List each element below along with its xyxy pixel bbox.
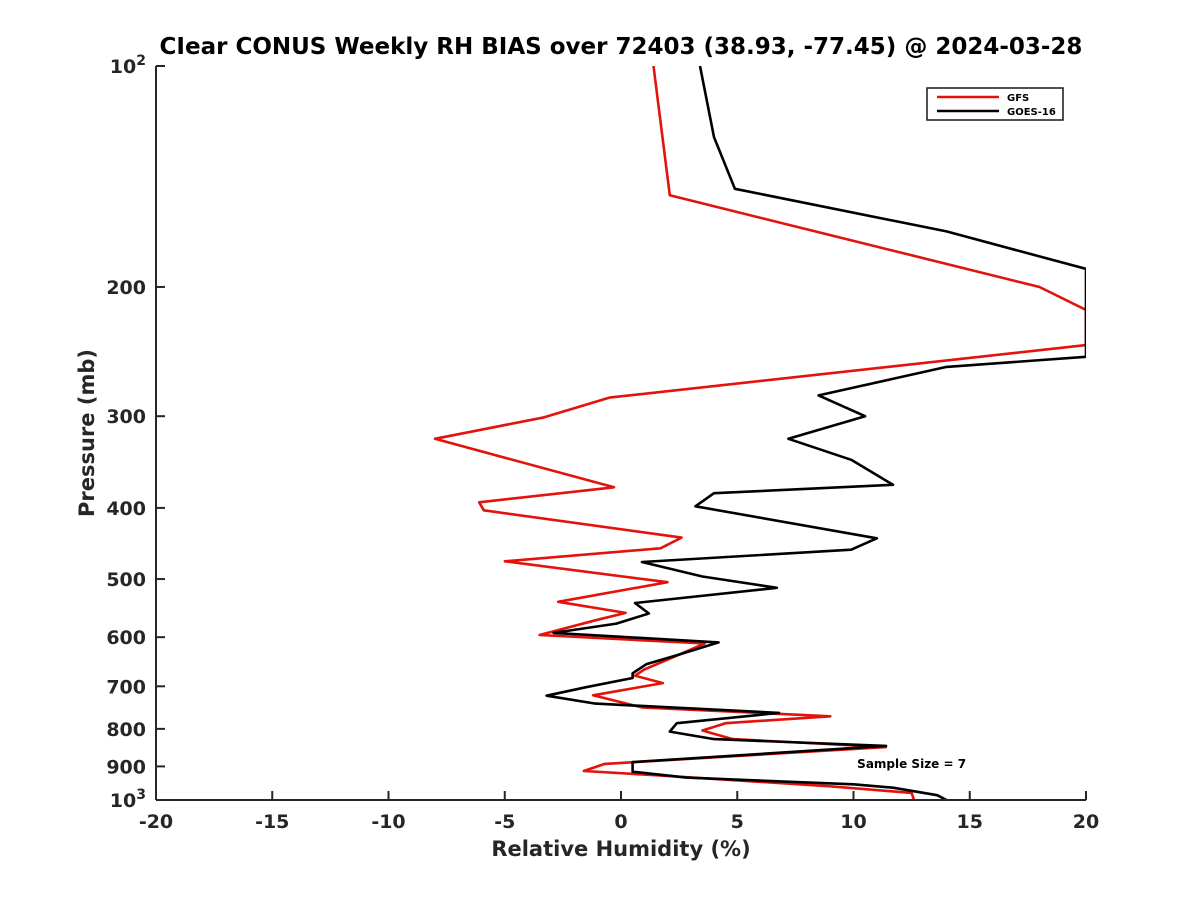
x-tick-label: 15 <box>957 811 983 833</box>
y-tick-label: 103 <box>110 787 146 812</box>
y-tick-label: 300 <box>106 406 146 428</box>
x-axis-label: Relative Humidity (%) <box>491 837 750 861</box>
x-tick-label: 20 <box>1073 811 1099 833</box>
legend-box <box>926 87 1064 121</box>
series-line-goes-16 <box>545 66 1086 800</box>
y-tick-label: 900 <box>106 756 146 778</box>
sample-size-annotation: Sample Size = 7 <box>857 757 966 771</box>
x-tick-label: 5 <box>731 811 744 833</box>
x-tick-label: -5 <box>494 811 515 833</box>
legend: GFS GOES-16 <box>926 87 1064 121</box>
chart-title: CIear CONUS Weekly RH BIAS over 72403 (3… <box>160 34 1083 60</box>
y-tick-label: 102 <box>110 53 146 78</box>
legend-label: GOES-16 <box>1007 107 1056 118</box>
x-tick-label: 10 <box>840 811 866 833</box>
y-tick-label: 700 <box>106 676 146 698</box>
annotations: Sample Size = 7 <box>857 757 966 771</box>
x-tick-label: -20 <box>139 811 173 833</box>
x-tick-label: 0 <box>614 811 627 833</box>
y-tick-label: 200 <box>106 277 146 299</box>
legend-label: GFS <box>1007 93 1029 104</box>
y-axis-label: Pressure (mb) <box>75 349 99 517</box>
y-tick-label: 400 <box>106 498 146 520</box>
x-tick-label: -10 <box>371 811 405 833</box>
y-tick-label: 500 <box>106 569 146 591</box>
y-tick-label: 800 <box>106 719 146 741</box>
series-layer <box>433 66 1086 800</box>
x-tick-label: -15 <box>255 811 289 833</box>
y-tick-label: 600 <box>106 627 146 649</box>
ticks-layer: -20 -15 -10 -5 0 5 10 15 20 102 200 300 400 500 600 700… <box>106 53 1099 833</box>
